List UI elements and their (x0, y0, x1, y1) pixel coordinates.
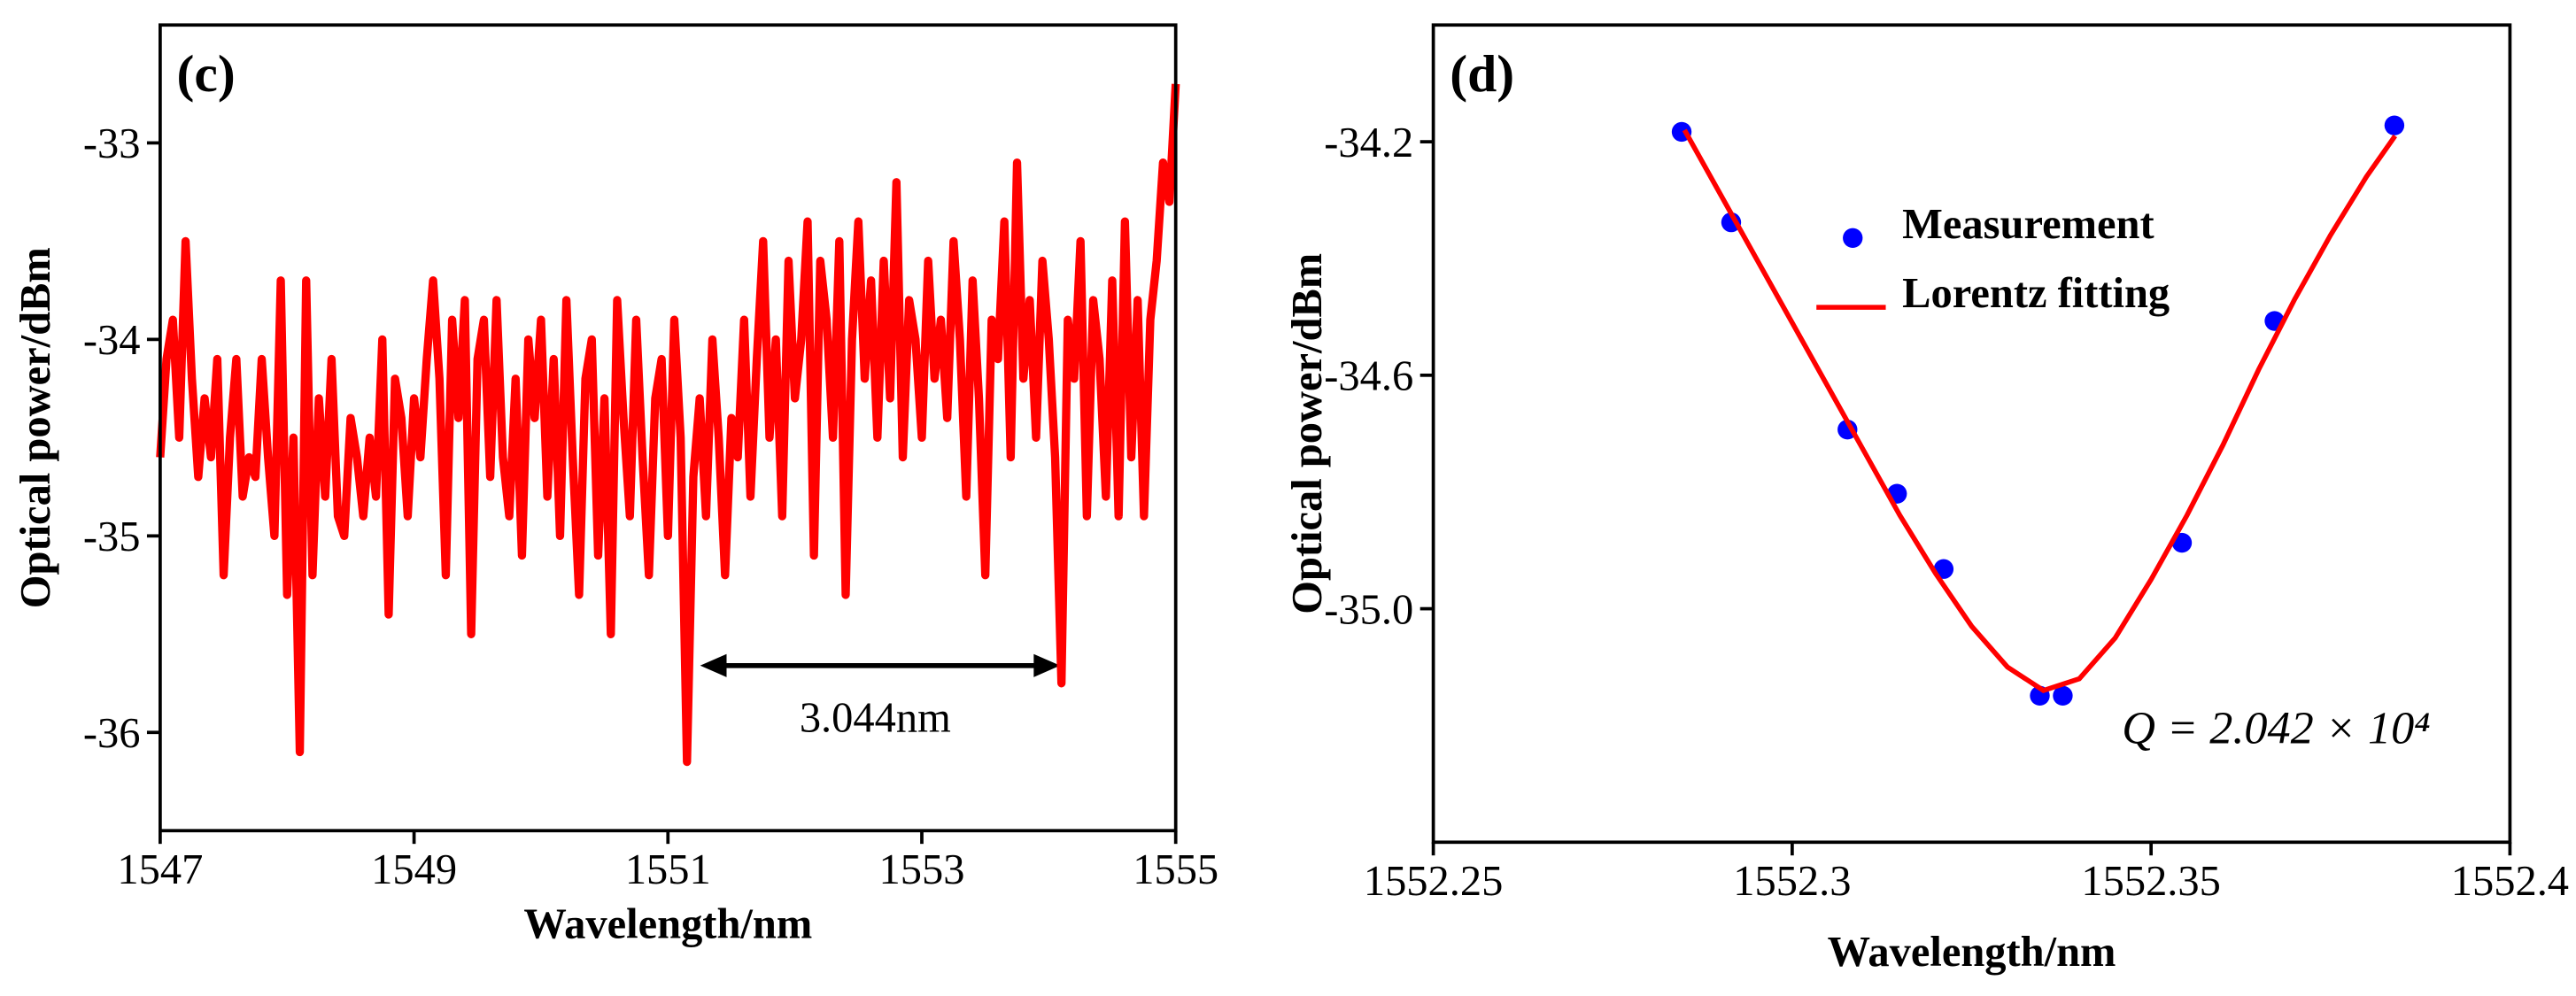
y-tick-label: -36 (83, 710, 141, 757)
panel-label: (c) (177, 44, 236, 103)
data-point (2384, 115, 2405, 135)
annotation-arrow (700, 653, 1061, 677)
x-tick-label: 1552.25 (1364, 858, 1504, 905)
x-tick-label: 1553 (879, 846, 965, 893)
y-tick-label: -35.0 (1324, 586, 1413, 633)
y-tick-label: -34.6 (1324, 353, 1413, 400)
y-tick-label: -34.2 (1324, 120, 1413, 166)
annotation: Q = 2.042 × 10⁴ (2122, 702, 2430, 753)
x-tick-label: 1551 (625, 846, 711, 893)
legend-swatch (1843, 228, 1863, 248)
plot-frame (1431, 23, 2512, 845)
legend-label: Measurement (1902, 201, 2154, 248)
y-tick-label: -34 (83, 317, 141, 364)
x-tick-label: 1552.4 (2451, 858, 2569, 905)
x-tick-label: 1552.3 (1733, 858, 1851, 905)
legend-label: Lorentz fitting (1902, 270, 2170, 317)
y-tick-label: -35 (83, 513, 141, 560)
y-axis-title: Optical power/dBm (12, 247, 59, 608)
annotation: 3.044nm (800, 694, 951, 741)
y-tick-label: -33 (83, 120, 141, 167)
panel-label: (d) (1450, 44, 1514, 103)
x-tick-label: 1547 (117, 846, 203, 893)
x-axis-title: Wavelength/nm (523, 900, 812, 947)
plot-frame (159, 23, 1178, 833)
x-tick-label: 1552.35 (2081, 858, 2221, 905)
x-tick-label: 1555 (1133, 846, 1218, 893)
x-tick-label: 1549 (371, 846, 457, 893)
data-point (2053, 685, 2073, 706)
x-axis-title: Wavelength/nm (1828, 929, 2116, 976)
fit-line (1682, 128, 2398, 693)
y-axis-title: Optical power/dBm (1284, 253, 1331, 614)
data-line (156, 83, 1180, 767)
